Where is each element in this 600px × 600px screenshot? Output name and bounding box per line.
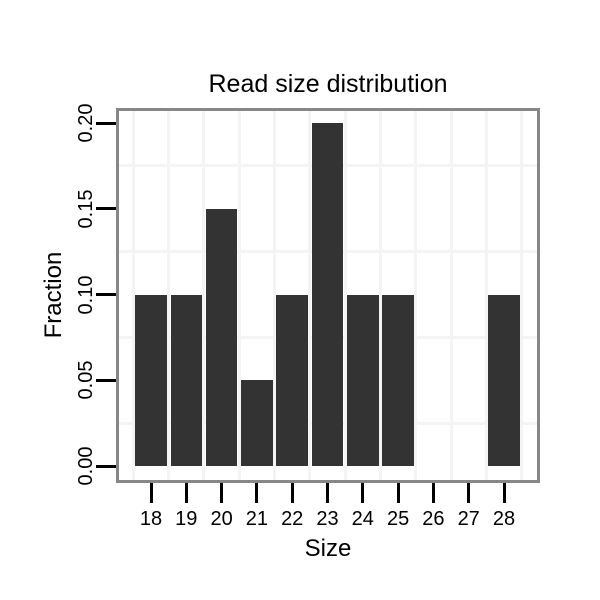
x-tick-label: 25 (386, 508, 410, 530)
x-tick-label: 18 (139, 508, 163, 530)
plot-panel (116, 108, 540, 483)
bar-size-22 (276, 294, 308, 466)
y-tick-label: 0.15 (75, 189, 97, 229)
x-tick-mark (361, 483, 365, 503)
gridline-minor-vertical (484, 111, 488, 480)
x-tick-label: 21 (245, 508, 269, 530)
x-tick-label: 23 (316, 508, 339, 530)
bar-size-21 (241, 380, 273, 466)
y-axis-title: Fraction (40, 251, 67, 339)
y-tick-mark (96, 207, 116, 211)
bar-size-19 (170, 294, 203, 466)
x-tick-label: 24 (351, 508, 374, 530)
x-tick-mark (396, 483, 400, 503)
x-tick-label: 27 (457, 508, 480, 530)
y-tick-mark (96, 293, 116, 296)
y-tick-label: 0.05 (75, 360, 97, 400)
gridline-minor-vertical (414, 111, 418, 480)
bar-size-28 (488, 294, 520, 466)
bar-size-24 (347, 294, 379, 466)
x-tick-mark (149, 483, 153, 503)
gridline-minor-vertical (520, 111, 524, 480)
x-axis-title: Size (304, 535, 352, 562)
y-tick-mark (96, 378, 116, 382)
x-tick-mark (326, 483, 329, 503)
gridline-minor-vertical (167, 111, 171, 480)
x-tick-label: 19 (175, 508, 198, 530)
y-tick-mark (96, 464, 116, 468)
x-tick-label: 22 (281, 508, 304, 530)
x-tick-label: 26 (422, 508, 445, 530)
gridline-minor-vertical (237, 111, 241, 480)
x-tick-mark (502, 483, 506, 503)
gridline-minor-vertical (449, 111, 453, 480)
x-tick-mark (184, 483, 188, 503)
gridline-minor-vertical (343, 111, 347, 480)
y-tick-mark (96, 121, 116, 125)
y-tick-label: 0.20 (75, 103, 97, 143)
gridline-minor-vertical (378, 111, 382, 480)
x-tick-label: 28 (492, 508, 516, 530)
y-tick-label: 0.00 (75, 446, 97, 486)
bar-size-20 (205, 208, 238, 466)
y-tick-label: 0.10 (75, 275, 97, 314)
x-tick-mark (220, 483, 224, 503)
gridline-minor-vertical (273, 111, 277, 480)
x-tick-mark (431, 483, 435, 503)
bar-size-23 (311, 123, 344, 466)
x-tick-mark (255, 483, 259, 503)
gridline-minor-vertical (308, 111, 312, 480)
x-tick-label: 20 (210, 508, 233, 530)
bar-size-25 (382, 294, 414, 466)
x-tick-mark (467, 483, 471, 503)
bar-size-18 (135, 294, 167, 466)
x-tick-mark (290, 483, 294, 503)
gridline-minor-vertical (131, 111, 135, 480)
chart-title: Read size distribution (208, 70, 448, 98)
gridline-minor-vertical (202, 111, 206, 480)
